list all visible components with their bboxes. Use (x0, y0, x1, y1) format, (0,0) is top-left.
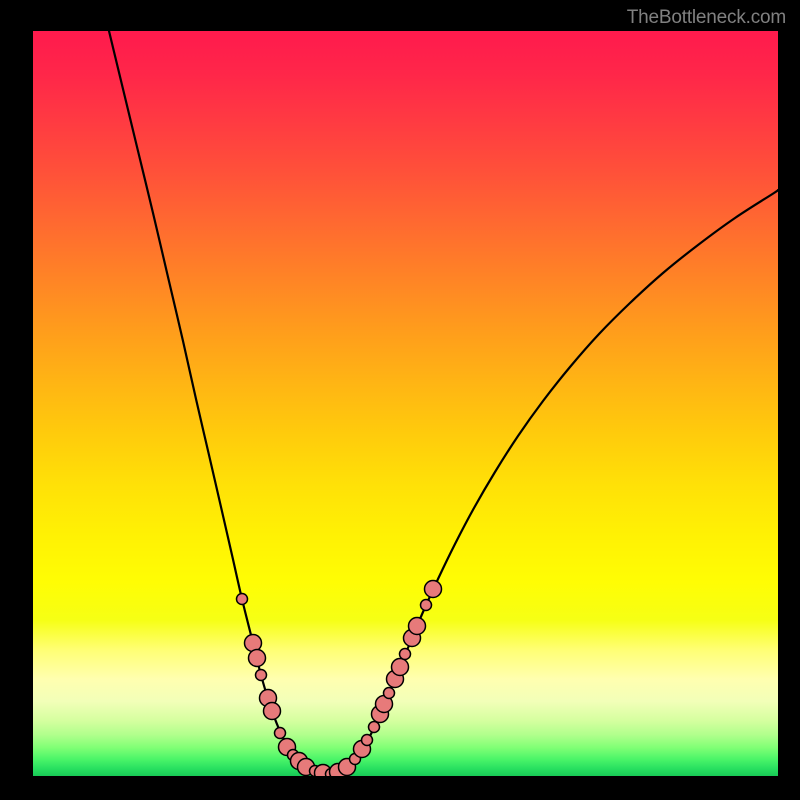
data-marker (237, 594, 248, 605)
data-marker (421, 600, 432, 611)
data-marker (362, 735, 373, 746)
data-marker (275, 728, 286, 739)
data-marker (256, 670, 267, 681)
data-marker (384, 688, 395, 699)
chart-container: TheBottleneck.com (0, 0, 800, 800)
data-marker (392, 659, 409, 676)
data-marker (264, 703, 281, 720)
data-marker (425, 581, 442, 598)
data-marker (245, 635, 262, 652)
data-marker (409, 618, 426, 635)
watermark-text: TheBottleneck.com (627, 7, 786, 29)
data-marker (400, 649, 411, 660)
data-marker (249, 650, 266, 667)
bottleneck-chart (0, 0, 800, 800)
data-marker (369, 722, 380, 733)
